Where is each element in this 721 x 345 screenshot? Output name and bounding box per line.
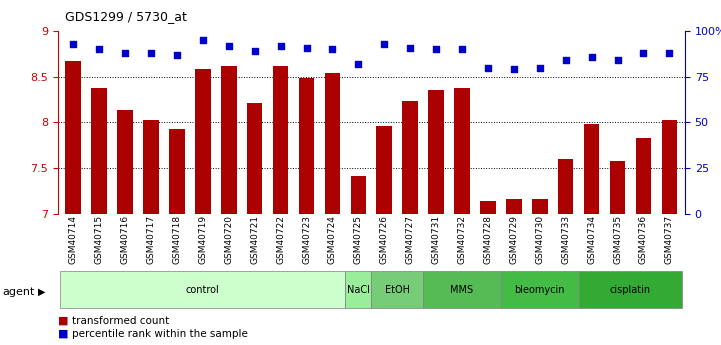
Point xyxy=(534,65,546,70)
Text: control: control xyxy=(186,285,220,295)
Text: GSM40724: GSM40724 xyxy=(328,215,337,264)
Point xyxy=(275,43,286,48)
FancyBboxPatch shape xyxy=(61,271,345,308)
Text: GSM40730: GSM40730 xyxy=(535,215,544,264)
Point xyxy=(68,41,79,47)
Text: GSM40719: GSM40719 xyxy=(198,215,208,264)
Point xyxy=(508,67,520,72)
Text: GSM40720: GSM40720 xyxy=(224,215,234,264)
Text: GSM40736: GSM40736 xyxy=(639,215,648,264)
Text: transformed count: transformed count xyxy=(72,316,169,326)
Bar xyxy=(66,61,81,214)
Bar xyxy=(143,120,159,214)
Text: GSM40726: GSM40726 xyxy=(380,215,389,264)
Bar xyxy=(273,66,288,214)
Bar xyxy=(584,124,599,214)
Bar xyxy=(92,88,107,214)
Text: GDS1299 / 5730_at: GDS1299 / 5730_at xyxy=(65,10,187,23)
Text: ▶: ▶ xyxy=(37,287,45,296)
FancyBboxPatch shape xyxy=(423,271,501,308)
Bar xyxy=(662,120,677,214)
Point xyxy=(171,52,182,58)
Point xyxy=(482,65,494,70)
Point xyxy=(119,50,131,56)
Point xyxy=(249,48,260,54)
Bar xyxy=(169,129,185,214)
Bar xyxy=(428,90,444,214)
Bar xyxy=(350,176,366,214)
FancyBboxPatch shape xyxy=(501,271,579,308)
Point xyxy=(327,47,338,52)
Text: GSM40716: GSM40716 xyxy=(120,215,130,264)
Text: MMS: MMS xyxy=(451,285,474,295)
Text: GSM40715: GSM40715 xyxy=(94,215,104,264)
Text: agent: agent xyxy=(2,287,35,296)
Text: NaCl: NaCl xyxy=(347,285,370,295)
FancyBboxPatch shape xyxy=(345,271,371,308)
Text: GSM40718: GSM40718 xyxy=(172,215,182,264)
Bar xyxy=(118,110,133,214)
Bar xyxy=(376,126,392,214)
Text: GSM40714: GSM40714 xyxy=(68,215,78,264)
Text: GSM40717: GSM40717 xyxy=(146,215,156,264)
Text: GSM40722: GSM40722 xyxy=(276,215,285,264)
Bar xyxy=(454,88,470,214)
Bar xyxy=(247,103,262,214)
Bar xyxy=(532,199,547,214)
Point xyxy=(637,50,649,56)
Text: GSM40735: GSM40735 xyxy=(613,215,622,264)
Text: GSM40732: GSM40732 xyxy=(458,215,466,264)
Point xyxy=(430,47,442,52)
Point xyxy=(94,47,105,52)
Point xyxy=(663,50,675,56)
Bar xyxy=(480,201,496,214)
Text: ■: ■ xyxy=(58,316,68,326)
Point xyxy=(145,50,156,56)
Text: GSM40721: GSM40721 xyxy=(250,215,259,264)
Text: GSM40734: GSM40734 xyxy=(587,215,596,264)
Text: GSM40729: GSM40729 xyxy=(509,215,518,264)
Text: GSM40725: GSM40725 xyxy=(354,215,363,264)
Text: cisplatin: cisplatin xyxy=(610,285,651,295)
Bar xyxy=(221,66,236,214)
Bar xyxy=(636,138,651,214)
Point xyxy=(404,45,416,50)
Bar xyxy=(195,69,211,214)
Bar xyxy=(324,73,340,214)
Text: bleomycin: bleomycin xyxy=(515,285,565,295)
Point xyxy=(223,43,234,48)
Text: GSM40723: GSM40723 xyxy=(302,215,311,264)
Point xyxy=(197,37,208,43)
Point xyxy=(456,47,468,52)
Text: percentile rank within the sample: percentile rank within the sample xyxy=(72,329,248,339)
Text: GSM40733: GSM40733 xyxy=(561,215,570,264)
Point xyxy=(353,61,364,67)
Text: EtOH: EtOH xyxy=(385,285,410,295)
Point xyxy=(560,58,572,63)
Point xyxy=(379,41,390,47)
Text: ■: ■ xyxy=(58,329,68,339)
Text: GSM40727: GSM40727 xyxy=(406,215,415,264)
Text: GSM40728: GSM40728 xyxy=(484,215,492,264)
Bar xyxy=(298,78,314,214)
Text: GSM40737: GSM40737 xyxy=(665,215,674,264)
Point xyxy=(586,54,598,59)
FancyBboxPatch shape xyxy=(371,271,423,308)
Point xyxy=(301,45,312,50)
Bar xyxy=(506,199,522,214)
Bar xyxy=(558,159,573,214)
Text: GSM40731: GSM40731 xyxy=(432,215,441,264)
Point xyxy=(612,58,624,63)
FancyBboxPatch shape xyxy=(579,271,682,308)
Bar xyxy=(402,101,418,214)
Bar xyxy=(610,161,625,214)
